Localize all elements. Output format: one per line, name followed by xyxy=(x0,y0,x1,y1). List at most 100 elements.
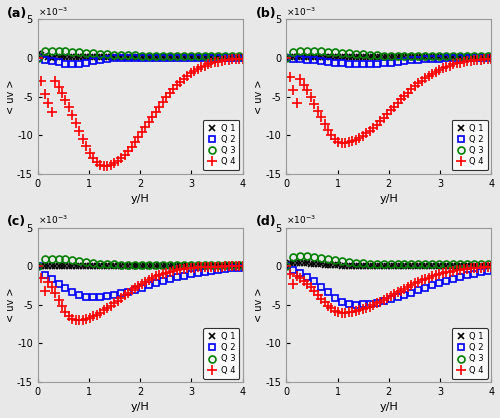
Text: (b): (b) xyxy=(256,7,276,20)
Q 1 xyxy=(167,263,173,268)
X-axis label: y/H: y/H xyxy=(380,403,398,413)
Q 2 xyxy=(457,274,463,279)
Q 1 xyxy=(339,263,345,268)
Q 3 xyxy=(311,48,317,54)
Q 3 xyxy=(174,262,180,267)
Q 3 xyxy=(90,51,96,56)
Q 2 xyxy=(380,298,386,303)
Q 1 xyxy=(167,55,173,60)
Q 3 xyxy=(332,50,338,55)
Q 3 xyxy=(290,49,296,54)
Q 1 xyxy=(353,55,359,60)
Q 3 xyxy=(478,54,484,59)
Q 1 xyxy=(34,52,40,57)
Line: Q 3: Q 3 xyxy=(283,253,492,270)
Legend: Q 1, Q 2, Q 3, Q 4: Q 1, Q 2, Q 3, Q 4 xyxy=(452,328,488,379)
Q 4 xyxy=(416,81,422,86)
Q 2 xyxy=(216,56,222,61)
Q 2 xyxy=(98,58,103,63)
Q 2 xyxy=(34,56,40,61)
Q 2 xyxy=(443,56,449,61)
Q 2 xyxy=(339,61,345,66)
Q 3 xyxy=(443,262,449,267)
Q 2 xyxy=(394,59,400,64)
Q 3 xyxy=(325,257,331,262)
Line: Q 3: Q 3 xyxy=(34,255,243,270)
Q 3 xyxy=(188,53,194,58)
Q 2 xyxy=(139,285,145,290)
Q 1 xyxy=(98,263,103,268)
Q 3 xyxy=(339,259,345,264)
Q 2 xyxy=(332,60,338,65)
Q 2 xyxy=(450,276,456,281)
Y-axis label: < uv >: < uv > xyxy=(254,288,264,322)
Y-axis label: < uv >: < uv > xyxy=(254,79,264,114)
Q 4 xyxy=(108,162,114,167)
Q 3 xyxy=(450,262,456,267)
Q 3 xyxy=(56,256,62,261)
Q 2 xyxy=(290,268,296,273)
Q 2 xyxy=(118,56,124,61)
Q 2 xyxy=(339,300,345,305)
Q 3 xyxy=(125,262,131,267)
Q 2 xyxy=(202,56,207,61)
Q 1 xyxy=(353,264,359,269)
Q 2 xyxy=(84,60,89,65)
Q 3 xyxy=(56,48,62,54)
Q 3 xyxy=(443,54,449,59)
Q 3 xyxy=(62,257,68,262)
Q 2 xyxy=(416,57,422,62)
Q 1 xyxy=(339,55,345,60)
Q 3 xyxy=(125,53,131,58)
Q 4 xyxy=(240,56,246,61)
Q 2 xyxy=(297,270,303,275)
Q 3 xyxy=(146,262,152,267)
Q 3 xyxy=(139,262,145,267)
Q 1 xyxy=(38,263,44,268)
Q 3 xyxy=(311,254,317,259)
Q 2 xyxy=(34,264,40,269)
Q 2 xyxy=(76,293,82,298)
Q 2 xyxy=(416,288,422,293)
Q 2 xyxy=(48,59,54,64)
Q 2 xyxy=(188,272,194,277)
Q 3 xyxy=(76,49,82,54)
Q 2 xyxy=(353,61,359,66)
Q 4 xyxy=(339,310,345,315)
Q 2 xyxy=(360,62,366,67)
Q 1 xyxy=(104,263,110,268)
Q 1 xyxy=(284,264,290,269)
Q 3 xyxy=(353,260,359,265)
Q 3 xyxy=(450,54,456,59)
Q 3 xyxy=(236,262,242,267)
Q 2 xyxy=(62,61,68,66)
Q 2 xyxy=(408,58,414,63)
Q 3 xyxy=(216,53,222,58)
Q 2 xyxy=(478,270,484,275)
Text: $\times10^{-3}$: $\times10^{-3}$ xyxy=(38,5,68,18)
Q 2 xyxy=(408,290,414,295)
Q 3 xyxy=(297,254,303,259)
Q 2 xyxy=(104,293,110,298)
Q 2 xyxy=(485,269,491,274)
Q 3 xyxy=(346,51,352,56)
Q 3 xyxy=(230,53,235,58)
Q 2 xyxy=(132,287,138,292)
Q 1 xyxy=(240,263,246,268)
Q 1 xyxy=(294,261,300,266)
Q 1 xyxy=(240,55,246,60)
Q 1 xyxy=(90,55,96,60)
Q 3 xyxy=(34,56,40,61)
Q 2 xyxy=(325,59,331,64)
Q 4 xyxy=(488,56,494,61)
Q 3 xyxy=(304,48,310,54)
Line: Q 2: Q 2 xyxy=(283,55,491,67)
Y-axis label: < uv >: < uv > xyxy=(6,79,16,114)
Q 3 xyxy=(216,262,222,267)
X-axis label: y/H: y/H xyxy=(131,194,150,204)
Q 3 xyxy=(104,52,110,57)
Line: Q 2: Q 2 xyxy=(34,263,242,300)
Q 3 xyxy=(325,49,331,54)
Q 3 xyxy=(297,49,303,54)
Q 1 xyxy=(34,264,40,269)
